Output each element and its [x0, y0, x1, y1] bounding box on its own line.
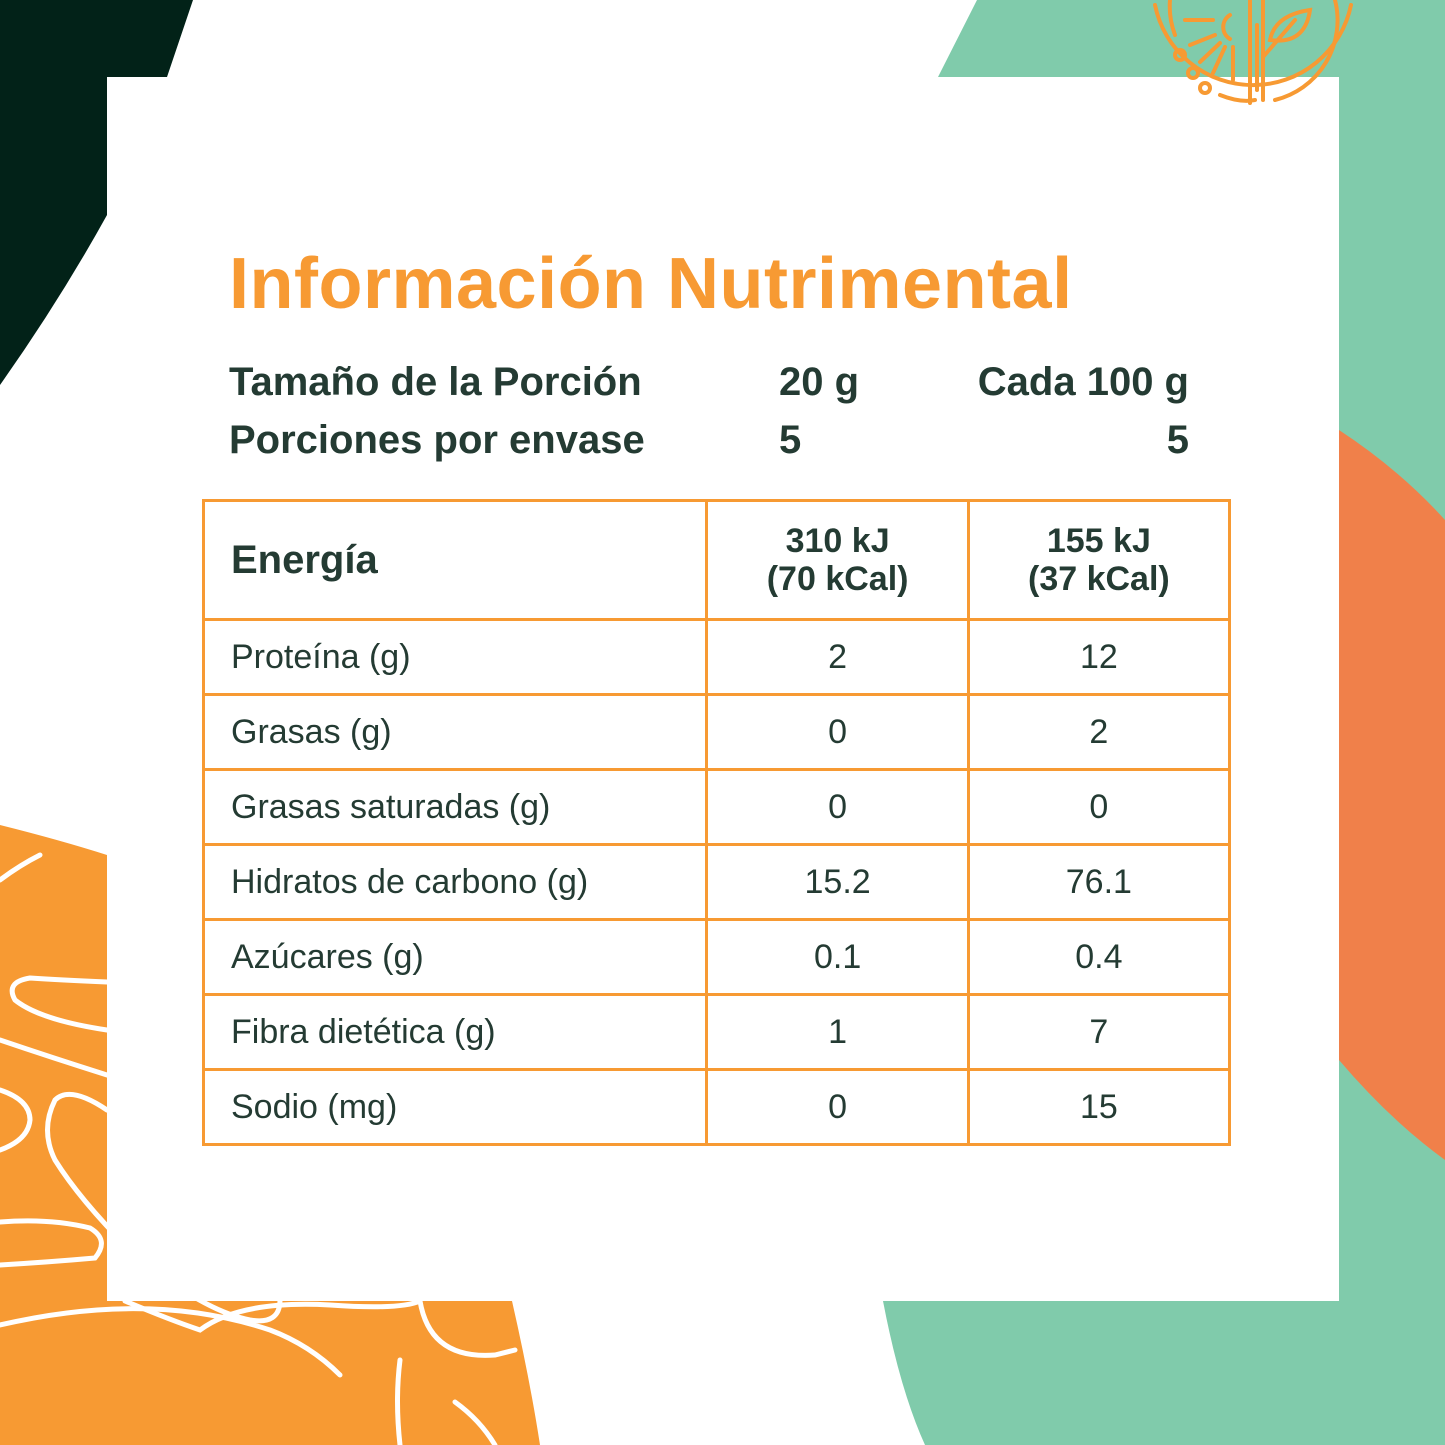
page-title: Información Nutrimental — [229, 244, 1073, 324]
energy-label: Energía — [201, 499, 709, 621]
sun-plant-leaf-badge-icon — [1153, 0, 1353, 105]
nutrient-per100-value: 76.1 — [966, 843, 1232, 921]
nutrient-name: Hidratos de carbono (g) — [201, 843, 709, 921]
table-row: Sodio (mg) 0 15 — [201, 1068, 1232, 1146]
dark-green-shape — [0, 0, 193, 385]
nutrient-per100-value: 0 — [966, 768, 1232, 846]
coral-semicircle — [1339, 430, 1445, 1160]
nutrient-name: Sodio (mg) — [201, 1068, 709, 1146]
table-row: Azúcares (g) 0.1 0.4 — [201, 918, 1232, 996]
servings-per-container-row: Porciones por envase 5 5 — [229, 418, 1189, 476]
nutrient-name: Azúcares (g) — [201, 918, 709, 996]
energy-portion-kcal: (70 kCal) — [766, 560, 909, 598]
nutrient-portion-value: 0 — [705, 768, 970, 846]
energy-portion-kj: 310 kJ — [785, 522, 890, 560]
nutrient-per100-value: 0.4 — [966, 918, 1232, 996]
energy-per100-kj: 155 kJ — [1046, 522, 1151, 560]
nutrient-name: Grasas (g) — [201, 693, 709, 771]
nutrient-portion-value: 0 — [705, 1068, 970, 1146]
nutrition-table: Energía 310 kJ (70 kCal) 155 kJ (37 kCal… — [201, 499, 1232, 1146]
nutrient-per100-value: 2 — [966, 693, 1232, 771]
table-row: Proteína (g) 2 12 — [201, 618, 1232, 696]
nutrient-name: Grasas saturadas (g) — [201, 768, 709, 846]
servings-per-container-per100-value: 5 — [1166, 418, 1189, 462]
energy-per100-cell: 155 kJ (37 kCal) — [966, 499, 1232, 621]
nutrient-portion-value: 0 — [705, 693, 970, 771]
servings-per-container-value: 5 — [779, 418, 802, 462]
table-row-energy: Energía 310 kJ (70 kCal) 155 kJ (37 kCal… — [201, 499, 1232, 621]
nutrient-portion-value: 1 — [705, 993, 970, 1071]
energy-per100-kcal: (37 kCal) — [1028, 560, 1170, 598]
nutrient-portion-value: 2 — [705, 618, 970, 696]
servings-per-container-label: Porciones por envase — [229, 418, 645, 462]
table-row: Fibra dietética (g) 1 7 — [201, 993, 1232, 1071]
serving-size-row: Tamaño de la Porción 20 g Cada 100 g — [229, 360, 1189, 418]
table-row: Grasas saturadas (g) 0 0 — [201, 768, 1232, 846]
energy-portion-cell: 310 kJ (70 kCal) — [705, 499, 970, 621]
table-row: Hidratos de carbono (g) 15.2 76.1 — [201, 843, 1232, 921]
nutrient-per100-value: 15 — [966, 1068, 1232, 1146]
nutrient-name: Proteína (g) — [201, 618, 709, 696]
nutrient-per100-value: 7 — [966, 993, 1232, 1071]
nutrient-per100-value: 12 — [966, 618, 1232, 696]
serving-info: Tamaño de la Porción 20 g Cada 100 g Por… — [229, 360, 1189, 476]
table-row: Grasas (g) 0 2 — [201, 693, 1232, 771]
nutrient-portion-value: 0.1 — [705, 918, 970, 996]
per-100g-label: Cada 100 g — [977, 360, 1189, 404]
serving-size-value: 20 g — [779, 360, 860, 404]
squiggle-lines — [0, 852, 518, 1445]
nutrient-portion-value: 15.2 — [705, 843, 970, 921]
nutrient-name: Fibra dietética (g) — [201, 993, 709, 1071]
mint-top-shape — [883, 0, 1445, 1445]
serving-size-label: Tamaño de la Porción — [229, 360, 642, 404]
